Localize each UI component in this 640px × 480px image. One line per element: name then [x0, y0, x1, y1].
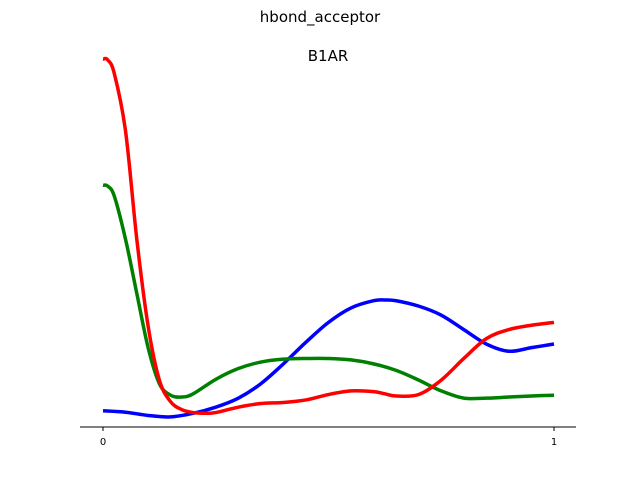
x-tick-label-0: 0: [100, 437, 106, 448]
x-tick-label-1: 1: [551, 437, 557, 448]
chart-title: hbond_acceptor: [260, 8, 381, 27]
series-line-1: [102, 183, 555, 401]
chart-subtitle: B1AR: [308, 47, 349, 65]
series-line-0: [102, 298, 555, 419]
series-layer: [102, 56, 555, 419]
series-line-2: [102, 56, 555, 416]
